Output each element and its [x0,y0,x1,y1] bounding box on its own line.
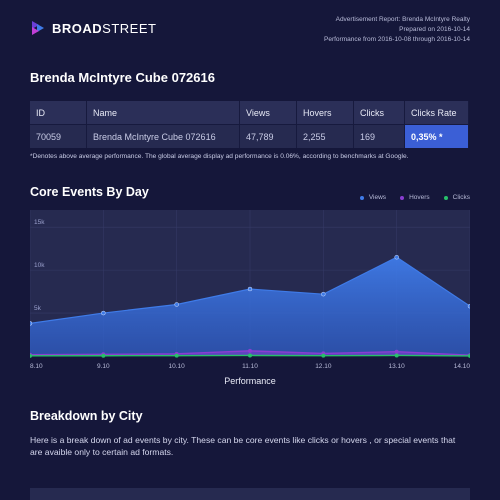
chart-x-tick-label: 12.10 [315,363,332,370]
core-events-title: Core Events By Day [30,185,149,199]
legend-item-clicks[interactable]: Clicks [443,194,470,201]
ad-title: Brenda McIntyre Cube 072616 [30,70,215,85]
chart-point-views[interactable] [394,254,399,260]
report-meta-period: Performance from 2016-10-08 through 2016… [324,36,470,43]
col-clicks: Clicks [353,101,405,125]
legend-label: Views [368,194,387,201]
chart-x-tick-label: 14.10 [454,363,470,370]
broadstreet-logo-icon [32,21,44,35]
legend-item-views[interactable]: Views [359,194,387,201]
col-views: Views [239,101,297,125]
report-meta-prepared: Prepared on 2016-10-14 [399,26,470,33]
chart-x-ticks: 8.10 9.10 10.10 11.10 12.10 13.10 14.10 [30,363,470,370]
city-breakdown-panel [30,488,470,500]
cell-views: 47,789 [239,124,297,148]
chart-y-tick-label: 5k [34,305,42,312]
chart-point-clicks[interactable] [101,353,106,358]
report-meta-advertiser: Advertisement Report: Brenda McIntyre Re… [335,16,470,23]
breakdown-description: Here is a break down of ad events by cit… [30,435,456,457]
col-id: ID [30,101,87,125]
legend-label: Clicks [452,194,470,201]
cell-clicks: 169 [353,124,405,148]
legend-dot-icon [443,195,448,200]
report-header: BROADSTREET Advertisement Report: Brenda… [0,0,500,60]
legend-label: Hovers [409,194,430,201]
chart-point-clicks[interactable] [248,353,252,358]
chart-point-clicks[interactable] [394,353,399,358]
table-row: 70059 Brenda McIntyre Cube 072616 47,789… [30,124,469,148]
report-meta: Advertisement Report: Brenda McIntyre Re… [324,15,470,45]
chart-x-tick-label: 11.10 [242,363,258,370]
chart-point-clicks[interactable] [468,353,470,358]
summary-table: ID Name Views Hovers Clicks Clicks Rate … [30,101,469,148]
chart-legend: Views Hovers Clicks [346,194,470,201]
summary-header-row: ID Name Views Hovers Clicks Clicks Rate [30,101,469,125]
brand-name: BROADSTREET [52,20,157,36]
legend-dot-icon [400,195,405,200]
chart-point-views[interactable] [467,303,470,309]
chart-x-tick-label: 13.10 [389,363,406,370]
cell-id: 70059 [30,124,87,148]
performance-footnote: *Denotes above average performance. The … [30,153,409,160]
legend-item-hovers[interactable]: Hovers [400,194,430,201]
chart-x-tick-label: 8.10 [30,363,43,370]
chart-x-axis-label: Performance [224,376,276,386]
chart-point-views[interactable] [101,310,106,316]
chart-point-hovers[interactable] [248,348,252,353]
chart-point-views[interactable] [321,291,326,297]
chart-y-tick-label: 15k [34,219,45,226]
chart-point-clicks[interactable] [321,353,326,358]
chart-point-clicks[interactable] [174,353,179,358]
col-hovers: Hovers [296,101,354,125]
chart-x-tick-label: 10.10 [169,363,186,370]
chart-point-views[interactable] [174,302,179,307]
cell-name: Brenda McIntyre Cube 072616 [86,124,240,148]
chart-point-views[interactable] [247,286,253,292]
chart-area-views [30,257,470,356]
chart-point-views[interactable] [30,321,33,326]
cell-clicks-rate: 0,35% * [404,124,469,148]
col-clicks-rate: Clicks Rate [404,101,469,125]
chart-y-tick-label: 10k [34,262,45,269]
chart-x-tick-label: 9.10 [97,363,110,370]
core-events-chart: 5k 10k 15k 8.10 9.10 10.10 11.10 12.10 13.10 14.… [30,210,470,370]
chart-series [30,254,470,358]
broadstreet-logo: BROADSTREET [30,20,156,36]
col-name: Name [86,101,240,125]
cell-hovers: 2,255 [296,124,354,148]
chart-point-hovers[interactable] [394,349,399,354]
chart-point-clicks[interactable] [30,353,32,358]
legend-dot-icon [359,195,364,200]
breakdown-title: Breakdown by City [30,409,143,423]
